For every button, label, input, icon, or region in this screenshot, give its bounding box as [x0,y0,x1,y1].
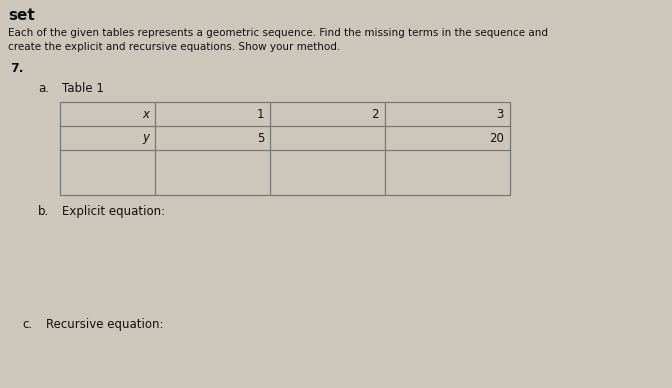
Text: 2: 2 [372,107,379,121]
Text: create the explicit and recursive equations. Show your method.: create the explicit and recursive equati… [8,42,340,52]
Text: b.: b. [38,205,49,218]
Bar [60,102,510,195]
Text: x: x [142,107,149,121]
Text: c.: c. [22,318,32,331]
Text: 1: 1 [257,107,264,121]
Text: Explicit equation:: Explicit equation: [62,205,165,218]
Text: Table 1: Table 1 [62,82,104,95]
Text: y: y [142,132,149,144]
Text: a.: a. [38,82,49,95]
Text: 3: 3 [497,107,504,121]
Text: Each of the given tables represents a geometric sequence. Find the missing terms: Each of the given tables represents a ge… [8,28,548,38]
Text: 5: 5 [257,132,264,144]
Text: 7.: 7. [10,62,24,75]
Text: Recursive equation:: Recursive equation: [46,318,163,331]
Text: set: set [8,8,35,23]
Text: 20: 20 [489,132,504,144]
